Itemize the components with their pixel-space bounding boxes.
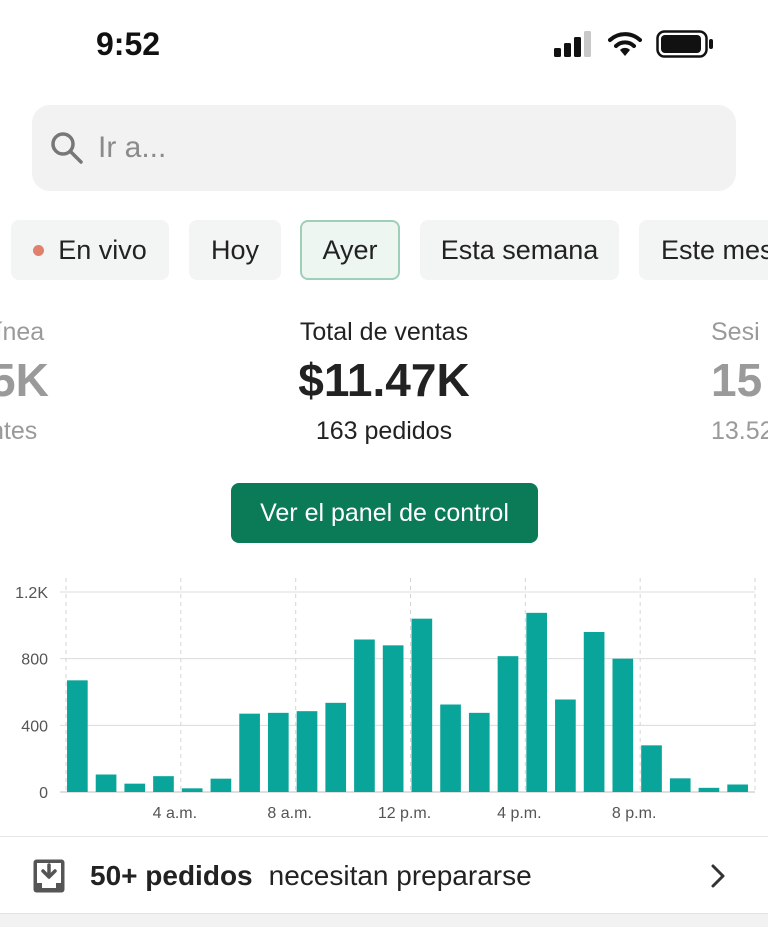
bottom-divider bbox=[0, 913, 768, 927]
orders-to-fulfill-banner[interactable]: 50+ pedidos necesitan prepararse bbox=[0, 836, 768, 915]
y-tick-label: 400 bbox=[21, 718, 48, 735]
bar bbox=[181, 788, 203, 792]
bar bbox=[727, 784, 748, 792]
tab-today[interactable]: Hoy bbox=[189, 220, 281, 280]
bar bbox=[239, 713, 260, 792]
x-tick-label: 4 a.m. bbox=[153, 805, 197, 822]
metric-card-total-sales[interactable]: Total de ventas $11.47K 163 pedidos bbox=[234, 318, 534, 446]
bar bbox=[382, 645, 404, 792]
status-bar: 9:52 bbox=[0, 0, 768, 92]
view-dashboard-button[interactable]: Ver el panel de control bbox=[231, 483, 538, 543]
tab-today-label: Hoy bbox=[210, 234, 259, 265]
tab-yesterday-label: Ayer bbox=[322, 234, 378, 265]
orders-count: 163 pedidos bbox=[315, 417, 453, 445]
metric-left-sub: ntes bbox=[0, 417, 38, 445]
x-tick-label: 12 p.m. bbox=[378, 805, 431, 822]
tab-this-month[interactable]: Este mes bbox=[639, 220, 768, 280]
tab-yesterday[interactable]: Ayer bbox=[300, 220, 400, 280]
bar bbox=[612, 658, 634, 792]
bar bbox=[526, 612, 548, 792]
bar bbox=[67, 680, 88, 792]
metric-left-label: línea bbox=[0, 318, 45, 346]
bar bbox=[583, 632, 605, 792]
total-sales-label: Total de ventas bbox=[299, 318, 469, 346]
bar bbox=[296, 711, 318, 792]
bar bbox=[210, 778, 232, 792]
orders-count-bold: 50+ pedidos bbox=[90, 860, 253, 891]
bar bbox=[325, 702, 347, 792]
bar bbox=[95, 774, 117, 792]
inbox-download-icon bbox=[33, 859, 65, 893]
metric-right-value: 15 bbox=[711, 354, 763, 406]
status-icons bbox=[554, 30, 714, 58]
y-tick-label: 800 bbox=[21, 652, 48, 669]
sales-by-hour-chart: 0 400 800 1.2K 4 a.m. 8 a.m. 12 p.m. 4 p.m. 8 p.… bbox=[15, 578, 756, 822]
tab-live[interactable]: En vivo bbox=[11, 220, 169, 280]
metric-card-right[interactable]: Sesi 15 13.52 bbox=[711, 318, 768, 446]
bar bbox=[641, 745, 662, 792]
metric-right-label: Sesi bbox=[711, 318, 760, 346]
bar bbox=[267, 712, 289, 792]
battery-icon bbox=[656, 30, 713, 58]
date-range-tabs: En vivo Hoy Ayer Esta semana Este mes bbox=[0, 220, 768, 284]
x-tick-label: 8 p.m. bbox=[612, 805, 656, 822]
status-time: 9:52 bbox=[96, 26, 161, 62]
search-icon bbox=[51, 132, 83, 164]
live-indicator-icon bbox=[33, 244, 45, 256]
y-tick-label: 0 bbox=[39, 785, 48, 802]
orders-banner-text: necesitan prepararse bbox=[268, 860, 532, 891]
bar bbox=[440, 704, 461, 792]
total-sales-value: $11.47K bbox=[298, 354, 470, 406]
tab-this-week[interactable]: Esta semana bbox=[420, 220, 619, 280]
metric-left-value: 5K bbox=[0, 354, 49, 406]
wifi-icon bbox=[608, 32, 642, 56]
search-input[interactable] bbox=[96, 130, 700, 166]
bar bbox=[497, 656, 519, 792]
bar bbox=[153, 776, 174, 792]
x-tick-label: 8 a.m. bbox=[267, 805, 311, 822]
bar bbox=[698, 787, 720, 792]
bar bbox=[124, 783, 146, 792]
tab-live-label: En vivo bbox=[58, 234, 147, 265]
bar bbox=[354, 639, 375, 792]
x-tick-label: 4 p.m. bbox=[497, 805, 541, 822]
tab-this-month-label: Este mes bbox=[661, 234, 768, 265]
cellular-signal-icon bbox=[554, 31, 591, 57]
search-bar[interactable] bbox=[32, 105, 736, 191]
bar bbox=[669, 778, 691, 792]
bar bbox=[468, 712, 490, 792]
metric-right-sub: 13.52 bbox=[711, 417, 768, 445]
y-tick-label: 1.2K bbox=[15, 585, 48, 602]
tab-this-week-label: Esta semana bbox=[440, 234, 599, 265]
chevron-right-icon bbox=[711, 864, 725, 888]
bar bbox=[555, 699, 576, 792]
metric-card-left[interactable]: línea 5K ntes bbox=[0, 318, 70, 446]
bar bbox=[411, 618, 433, 792]
